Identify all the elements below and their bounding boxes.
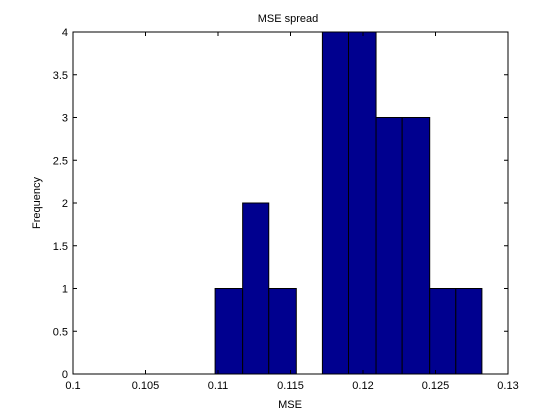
- histogram-bar: [455, 288, 483, 375]
- chart-title: MSE spread: [258, 13, 319, 25]
- histogram-bar: [268, 288, 297, 375]
- histogram-bar: [429, 288, 457, 375]
- bars-group: [214, 31, 483, 375]
- y-tick-label: 3.5: [53, 70, 68, 82]
- x-tick-label: 0.12: [352, 380, 373, 392]
- y-axis-label: Frequency: [31, 177, 43, 229]
- histogram-bar: [242, 202, 270, 375]
- x-tick-label: 0.125: [422, 380, 450, 392]
- histogram-bar: [348, 31, 377, 375]
- x-tick-label: 0.13: [497, 380, 518, 392]
- histogram-bar: [321, 31, 349, 375]
- x-tick-label: 0.105: [132, 380, 160, 392]
- histogram-bar: [214, 288, 244, 375]
- x-axis-label: MSE: [278, 399, 302, 411]
- y-tick-label: 2: [62, 198, 68, 210]
- y-tick-label: 0.5: [53, 326, 68, 338]
- histogram-bar: [401, 117, 431, 375]
- y-tick-label: 2.5: [53, 155, 68, 167]
- y-tick-label: 4: [62, 27, 68, 39]
- x-tick-label: 0.1: [65, 380, 80, 392]
- y-tick-label: 3: [62, 113, 68, 125]
- x-axis-ticks: 0.1 0.105 0.11 0.115 0.12 0.125 0.13: [65, 32, 519, 392]
- y-tick-label: 0: [62, 369, 68, 381]
- x-tick-label: 0.11: [208, 380, 229, 392]
- y-tick-label: 1: [62, 284, 68, 296]
- y-axis-ticks: 0 0.5 1 1.5 2 2.5 3 3.5 4: [53, 27, 508, 381]
- x-tick-label: 0.115: [277, 380, 304, 392]
- y-tick-label: 1.5: [53, 241, 68, 253]
- histogram-bar: [375, 117, 403, 375]
